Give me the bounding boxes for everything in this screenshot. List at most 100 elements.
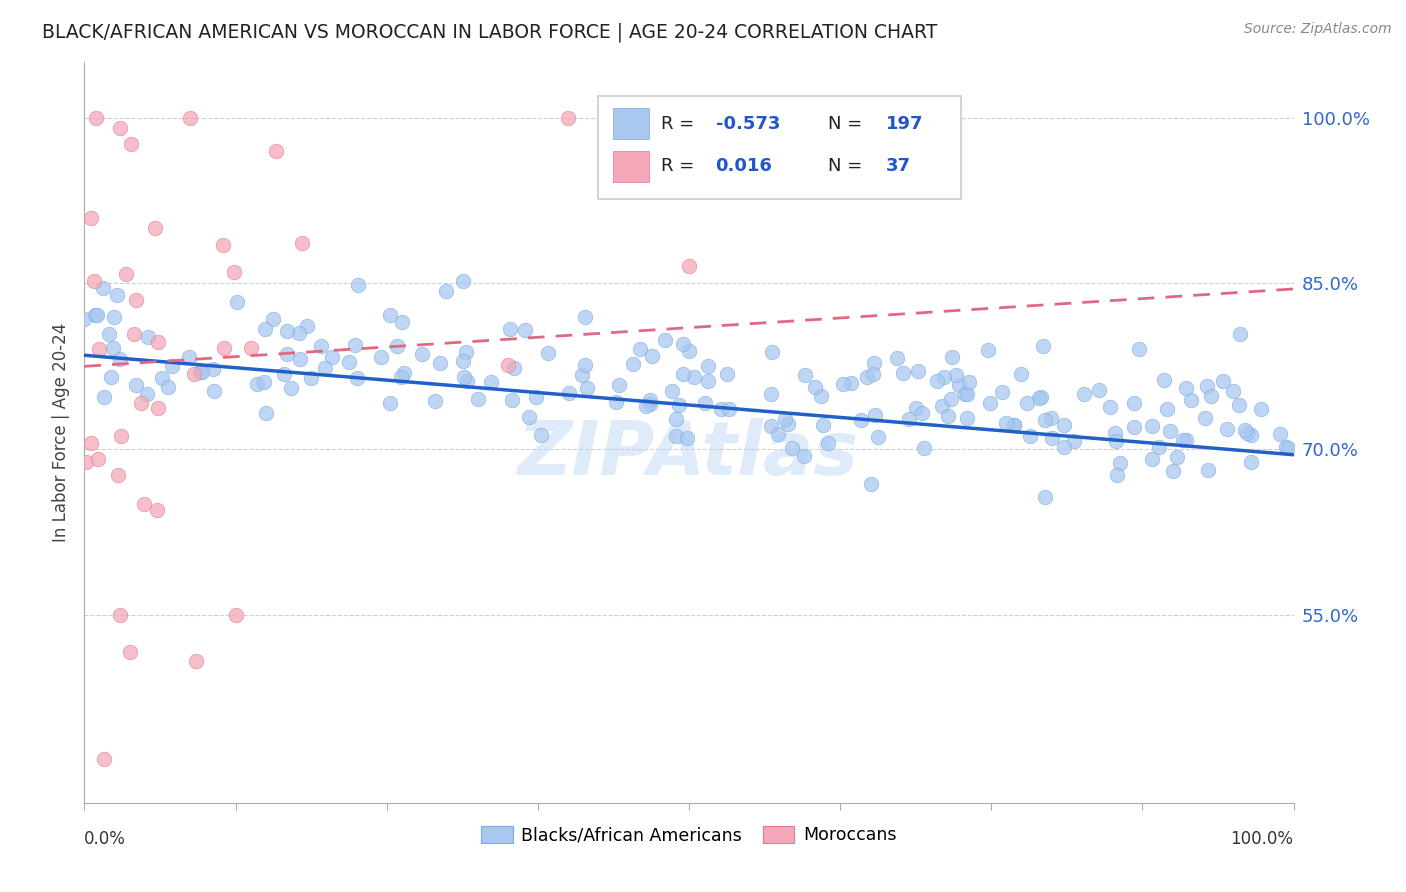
- Point: [183, 367, 205, 381]
- Point: [125, 378, 148, 392]
- Point: [280, 381, 302, 395]
- Point: [780, 441, 803, 455]
- Point: [524, 390, 547, 404]
- Point: [1197, 463, 1219, 477]
- Point: [638, 396, 661, 410]
- Point: [105, 288, 128, 302]
- Point: [1166, 450, 1188, 465]
- Point: [1063, 434, 1085, 448]
- Point: [1195, 378, 1218, 392]
- Point: [186, 654, 208, 668]
- Text: R =: R =: [661, 115, 700, 133]
- Point: [276, 347, 298, 361]
- Point: [904, 401, 927, 415]
- Text: N =: N =: [828, 157, 868, 175]
- Point: [1222, 384, 1244, 398]
- Point: [136, 329, 159, 343]
- Point: [467, 392, 489, 407]
- Point: [678, 259, 700, 273]
- Point: [1040, 410, 1063, 425]
- Text: -0.573: -0.573: [716, 115, 780, 133]
- Point: [1052, 417, 1074, 432]
- Point: [517, 409, 540, 424]
- Point: [1227, 398, 1250, 412]
- Point: [132, 497, 155, 511]
- Y-axis label: In Labor Force | Age 20-24: In Labor Force | Age 20-24: [52, 323, 70, 542]
- Point: [759, 419, 782, 434]
- Point: [73, 312, 96, 326]
- Point: [1239, 427, 1261, 442]
- Point: [1099, 400, 1122, 414]
- Point: [1175, 433, 1198, 447]
- Point: [115, 267, 138, 281]
- Point: [793, 449, 815, 463]
- Point: [953, 386, 976, 401]
- Point: [1033, 491, 1056, 505]
- Point: [621, 357, 644, 371]
- Point: [501, 392, 523, 407]
- Point: [1128, 343, 1150, 357]
- Point: [817, 436, 839, 450]
- Point: [676, 431, 699, 445]
- Point: [994, 416, 1017, 430]
- Point: [931, 399, 953, 413]
- Point: [574, 358, 596, 372]
- Text: R =: R =: [661, 157, 700, 175]
- Point: [665, 429, 688, 443]
- Point: [496, 358, 519, 372]
- Point: [1109, 456, 1132, 470]
- Point: [225, 294, 247, 309]
- Point: [860, 476, 883, 491]
- Point: [110, 121, 132, 136]
- Point: [898, 411, 921, 425]
- Point: [948, 378, 970, 392]
- Point: [718, 402, 741, 417]
- Point: [697, 359, 720, 374]
- Point: [956, 387, 979, 401]
- Point: [605, 395, 627, 409]
- Text: 0.016: 0.016: [716, 157, 772, 175]
- Point: [530, 428, 553, 442]
- Point: [761, 345, 783, 359]
- Point: [1028, 391, 1050, 405]
- Point: [716, 367, 738, 381]
- Point: [831, 377, 853, 392]
- Point: [148, 334, 170, 349]
- Point: [98, 326, 121, 341]
- Point: [253, 375, 276, 389]
- Point: [990, 385, 1012, 400]
- Point: [776, 417, 799, 431]
- Point: [810, 389, 832, 403]
- Point: [129, 396, 152, 410]
- Point: [513, 322, 536, 336]
- Point: [1029, 390, 1052, 404]
- Point: [456, 374, 478, 388]
- Point: [1122, 420, 1144, 434]
- Point: [80, 436, 103, 450]
- Point: [1216, 421, 1239, 435]
- Point: [254, 406, 277, 420]
- Point: [1002, 418, 1025, 433]
- Point: [1212, 374, 1234, 388]
- Point: [84, 111, 107, 125]
- Point: [1277, 441, 1299, 455]
- Point: [246, 376, 269, 391]
- Point: [863, 357, 886, 371]
- Point: [575, 381, 598, 395]
- Point: [240, 341, 263, 355]
- Point: [1275, 441, 1298, 455]
- Point: [668, 398, 690, 412]
- Point: [148, 401, 170, 416]
- Point: [146, 503, 169, 517]
- Point: [839, 376, 862, 391]
- Point: [110, 429, 132, 443]
- Point: [179, 111, 201, 125]
- Point: [429, 356, 451, 370]
- Point: [607, 378, 630, 392]
- Point: [1107, 467, 1129, 482]
- Point: [262, 311, 284, 326]
- Point: [886, 351, 908, 365]
- Point: [101, 341, 124, 355]
- Point: [1233, 423, 1256, 437]
- Point: [122, 326, 145, 341]
